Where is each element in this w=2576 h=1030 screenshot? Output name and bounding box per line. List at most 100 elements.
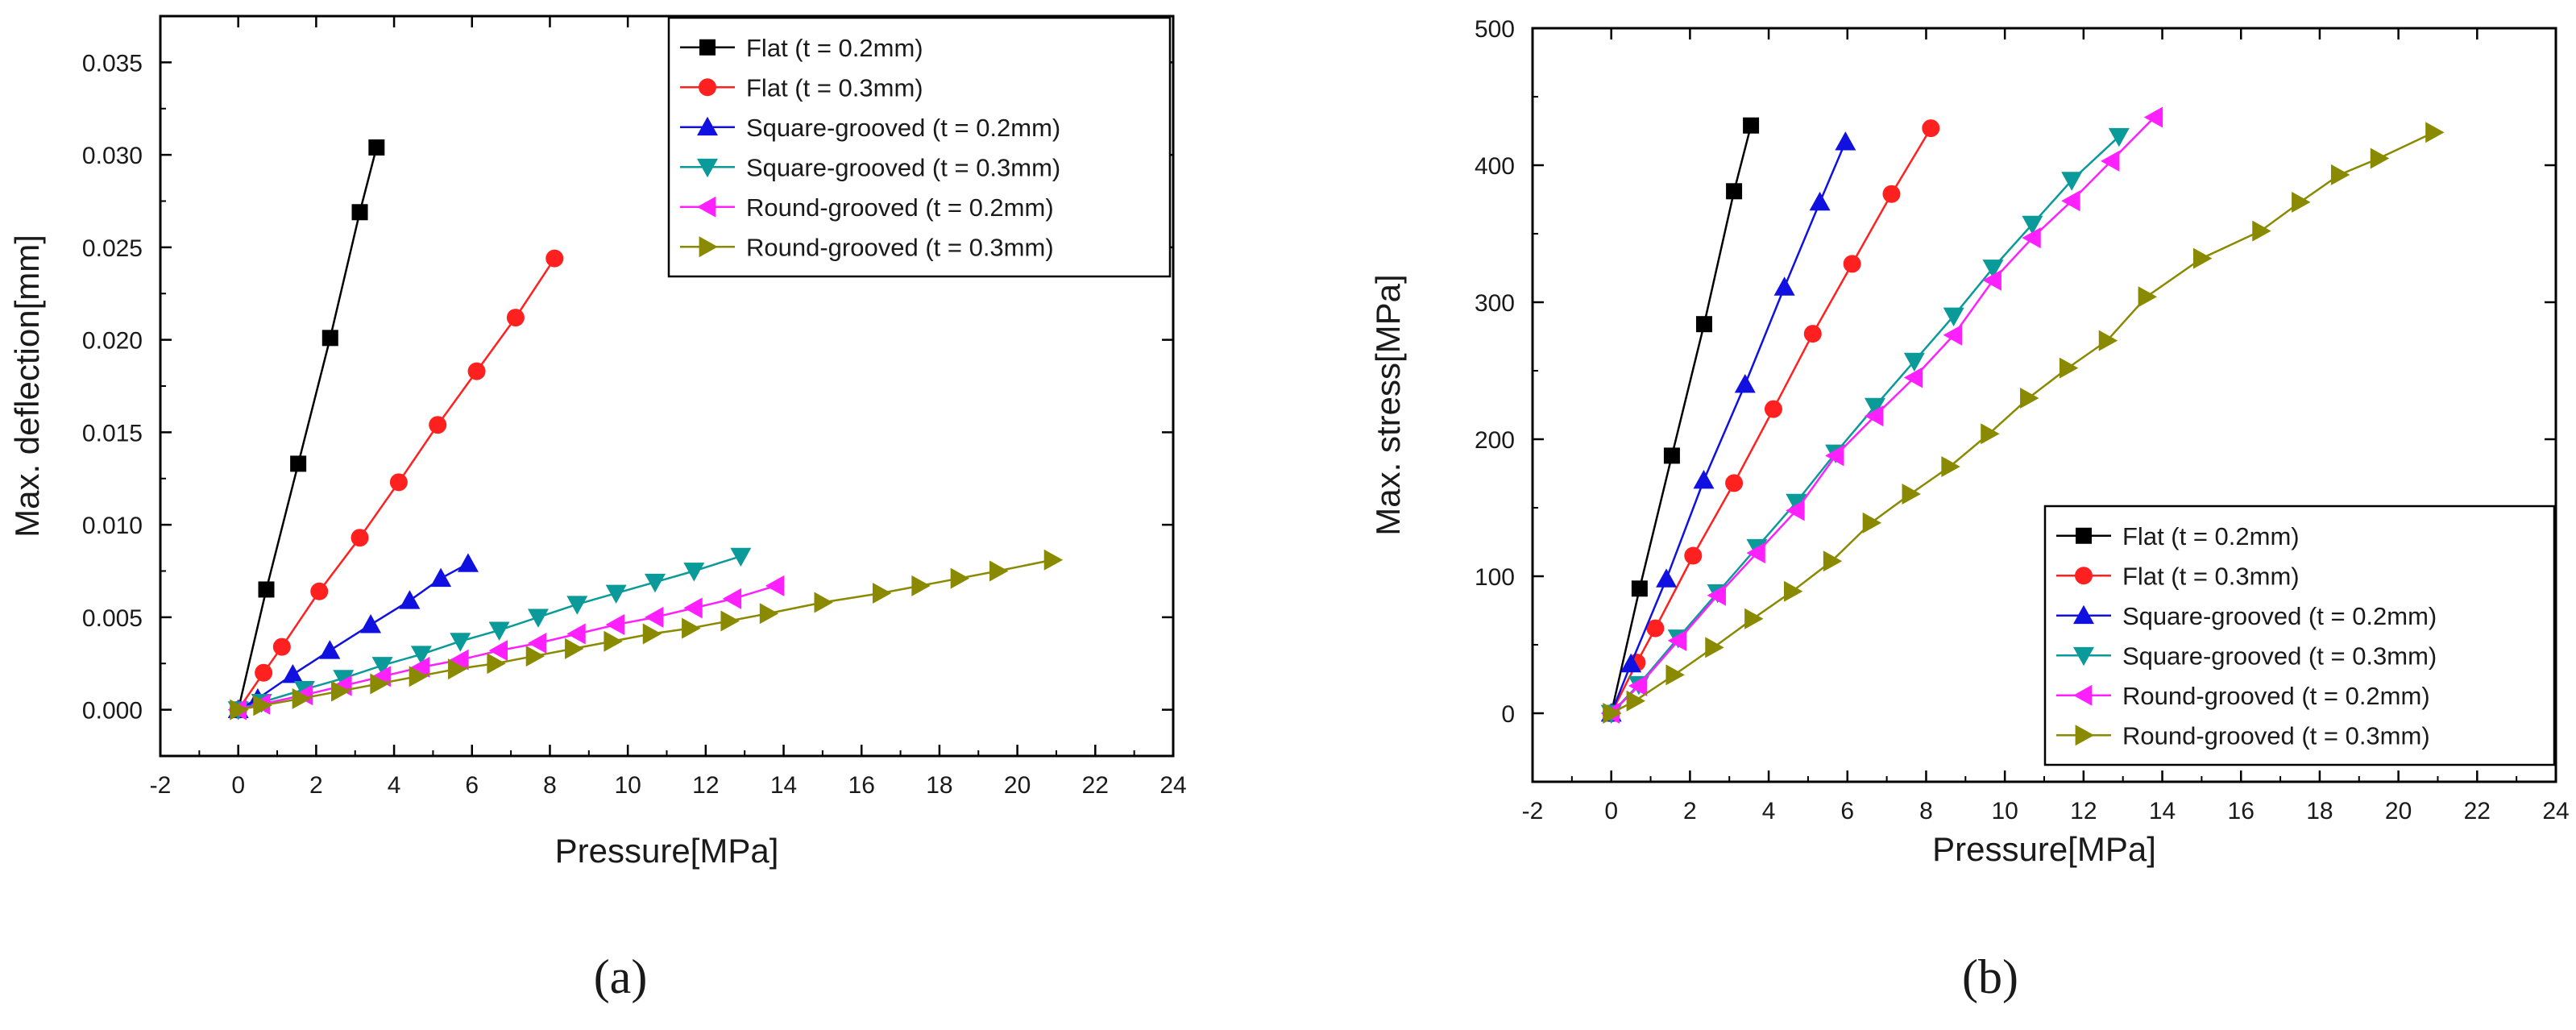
data-point [230, 699, 249, 721]
data-point [1663, 447, 1680, 464]
x-tick-label: 24 [2542, 798, 2569, 824]
x-tick-label: 8 [543, 772, 557, 799]
data-point [950, 567, 970, 589]
data-point [604, 630, 623, 652]
data-point [1982, 260, 2004, 279]
data-point [457, 553, 479, 572]
data-point [2138, 286, 2157, 308]
data-point [2108, 127, 2130, 147]
legend-label: Square-grooved (t = 0.2mm) [746, 114, 1060, 142]
legend-label: Flat (t = 0.3mm) [2122, 562, 2300, 590]
data-point [2022, 227, 2041, 249]
data-point [814, 592, 833, 613]
data-point [759, 603, 779, 625]
x-tick-label: 20 [2385, 798, 2412, 824]
data-point [1864, 397, 1885, 417]
legend-marker [2076, 527, 2092, 544]
y-tick-label: 0.035 [82, 50, 143, 77]
data-point [722, 588, 742, 609]
data-point [1786, 493, 1807, 513]
legend-marker [2073, 604, 2094, 625]
data-point [282, 664, 304, 683]
data-point [566, 623, 586, 645]
legend: Flat (t = 0.2mm) Flat (t = 0.3mm) Square-g… [2043, 505, 2556, 766]
legend-marker [697, 196, 716, 218]
y-tick-label: 0.030 [82, 143, 143, 169]
data-point [360, 614, 382, 633]
x-tick-label: 22 [2464, 798, 2491, 824]
legend-label: Flat (t = 0.3mm) [746, 73, 923, 102]
data-point [1941, 456, 1960, 477]
data-point [429, 416, 447, 434]
data-point [467, 362, 486, 380]
chart-panel-b: -2 0 2 4 6 8 10 12 14 16 18 20 22 240100200300400500P… [1369, 16, 2570, 1003]
data-point [989, 560, 1009, 582]
data-point [351, 204, 368, 221]
data-point [333, 670, 355, 689]
x-axis-label: Pressure[MPa] [555, 832, 779, 870]
data-point [644, 573, 666, 593]
data-point [1783, 580, 1803, 602]
data-point [310, 582, 329, 600]
data-point [1631, 580, 1648, 597]
data-point [1862, 512, 1882, 534]
data-point [290, 455, 307, 472]
x-tick-label: 20 [1004, 772, 1031, 799]
y-axis-label: Max. stress[MPa] [1369, 274, 1407, 535]
x-tick-label: 12 [2070, 798, 2097, 824]
y-tick-label: 100 [1475, 564, 1515, 591]
data-point [1744, 608, 1764, 629]
data-point [2292, 191, 2311, 213]
y-tick-label: 0.010 [82, 513, 143, 539]
data-point [682, 617, 701, 639]
data-point [1628, 675, 1648, 696]
x-tick-label: 8 [1919, 798, 1933, 824]
legend-marker [697, 158, 718, 178]
legend-marker [2075, 725, 2094, 746]
x-axis-ticks: -2 0 2 4 6 8 10 12 14 16 18 20 22 24 [150, 16, 1187, 799]
x-tick-label: 12 [692, 772, 719, 799]
data-point [1843, 255, 1861, 273]
series-line [1610, 141, 1847, 714]
data-point [258, 581, 275, 598]
legend-marker [2073, 646, 2094, 667]
data-point [1656, 568, 1678, 588]
data-point [1882, 185, 1901, 203]
data-point [1943, 307, 1964, 326]
legend-label: Round-grooved (t = 0.3mm) [746, 233, 1054, 261]
data-point [1667, 629, 1687, 651]
data-point [450, 649, 469, 671]
x-tick-label: 18 [2306, 798, 2333, 824]
y-tick-label: 0.015 [82, 420, 143, 446]
data-point [525, 646, 545, 667]
data-point [644, 606, 664, 628]
data-point [1726, 183, 1743, 200]
data-point [448, 658, 467, 680]
data-point [389, 473, 408, 492]
data-point [2022, 215, 2043, 235]
chart-panel-a: -2 0 2 4 6 8 10 12 14 16 18 20 22 240.0000.0050.0100.… [8, 15, 1187, 1003]
data-point [272, 638, 291, 656]
legend-label: Flat (t = 0.2mm) [2122, 522, 2300, 550]
data-point [1903, 367, 1923, 388]
x-tick-label: 10 [1991, 798, 2018, 824]
data-point [2059, 357, 2079, 379]
data-point [1620, 653, 1642, 673]
data-point [2330, 164, 2350, 185]
data-point [1864, 405, 1884, 427]
data-point [319, 640, 341, 659]
data-point [545, 249, 564, 268]
data-point [2425, 122, 2445, 143]
legend-box [2043, 505, 2556, 766]
y-axis-ticks: 0 100 200 300 400 500 [1475, 16, 2556, 728]
data-point [1665, 664, 1685, 686]
legend: Flat (t = 0.2mm) Flat (t = 0.3mm) Square-g… [667, 16, 1172, 278]
series-5 [1600, 106, 2163, 724]
y-tick-label: 200 [1475, 427, 1515, 454]
x-tick-label: 14 [2149, 798, 2176, 824]
y-tick-label: 0 [1501, 701, 1515, 728]
data-point [1809, 191, 1831, 211]
data-point [765, 575, 785, 596]
data-point [911, 575, 931, 596]
legend-marker [2075, 567, 2093, 585]
